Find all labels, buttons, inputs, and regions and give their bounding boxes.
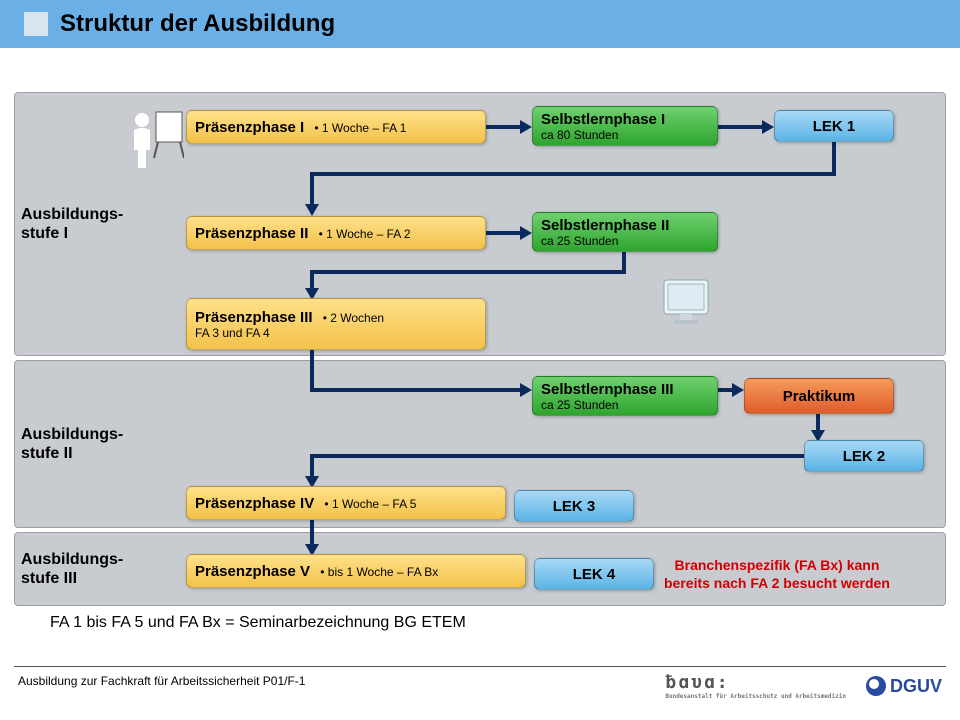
footer-logos: ƀɑυɑ: Bundesanstalt für Arbeitsschutz un… (665, 672, 942, 700)
footer-divider (14, 666, 946, 667)
slide-title: Struktur der Ausbildung (60, 10, 335, 38)
footer-caption: Ausbildung zur Fachkraft für Arbeitssich… (18, 674, 305, 688)
arrow-segment (520, 383, 532, 397)
slide-footer: Ausbildung zur Fachkraft für Arbeitssich… (0, 666, 960, 720)
arrow-segment (310, 172, 314, 206)
monitor-icon (660, 278, 716, 328)
box-s1: Selbstlernphase Ica 80 Stunden (532, 106, 718, 146)
dguv-logo-icon: DGUV (866, 676, 942, 697)
box-p5: Präsenzphase V • bis 1 Woche – FA Bx (186, 554, 526, 588)
note-line-1: Branchenspezifik (FA Bx) kann (675, 557, 880, 573)
arrow-segment (718, 125, 764, 129)
arrow-segment (310, 454, 314, 478)
arrow-segment (310, 388, 522, 392)
box-p3: Präsenzphase III • 2 WochenFA 3 und FA 4 (186, 298, 486, 350)
slide-header: Struktur der Ausbildung (0, 0, 960, 48)
box-l4: LEK 4 (534, 558, 654, 590)
baua-logo-icon: ƀɑυɑ: Bundesanstalt für Arbeitsschutz un… (665, 672, 846, 700)
arrow-segment (310, 350, 314, 388)
box-s3: Selbstlernphase IIIca 25 Stunden (532, 376, 718, 416)
box-pr: Praktikum (744, 378, 894, 414)
arrow-segment (762, 120, 774, 134)
arrow-segment (305, 204, 319, 216)
arrow-segment (486, 125, 522, 129)
arrow-segment (520, 226, 532, 240)
arrow-segment (486, 231, 522, 235)
box-p1: Präsenzphase I • 1 Woche – FA 1 (186, 110, 486, 144)
arrow-segment (310, 270, 626, 274)
branch-note: Branchenspezifik (FA Bx) kann bereits na… (664, 556, 890, 592)
header-bullet-icon (24, 12, 48, 36)
box-p4: Präsenzphase IV • 1 Woche – FA 5 (186, 486, 506, 520)
diagram-canvas: Ausbildungs-stufe I Ausbildungs-stufe II A… (14, 92, 946, 606)
footnote-text: FA 1 bis FA 5 und FA Bx = Seminarbezeich… (50, 614, 466, 632)
box-l2: LEK 2 (804, 440, 924, 472)
arrow-segment (520, 120, 532, 134)
arrow-segment (310, 454, 804, 458)
presenter-icon (128, 108, 184, 178)
arrow-segment (310, 520, 314, 546)
arrow-segment (622, 252, 626, 270)
arrow-segment (832, 142, 836, 172)
note-line-2: bereits nach FA 2 besucht werden (664, 575, 890, 591)
region-label: Ausbildungs-stufe I (21, 205, 123, 243)
box-s2: Selbstlernphase IIca 25 Stunden (532, 212, 718, 252)
arrow-segment (732, 383, 744, 397)
region-label: Ausbildungs-stufe II (21, 425, 123, 463)
arrow-segment (310, 172, 836, 176)
box-l1: LEK 1 (774, 110, 894, 142)
box-p2: Präsenzphase II • 1 Woche – FA 2 (186, 216, 486, 250)
arrow-segment (310, 270, 314, 290)
box-l3: LEK 3 (514, 490, 634, 522)
region-label: Ausbildungs-stufe III (21, 550, 123, 588)
